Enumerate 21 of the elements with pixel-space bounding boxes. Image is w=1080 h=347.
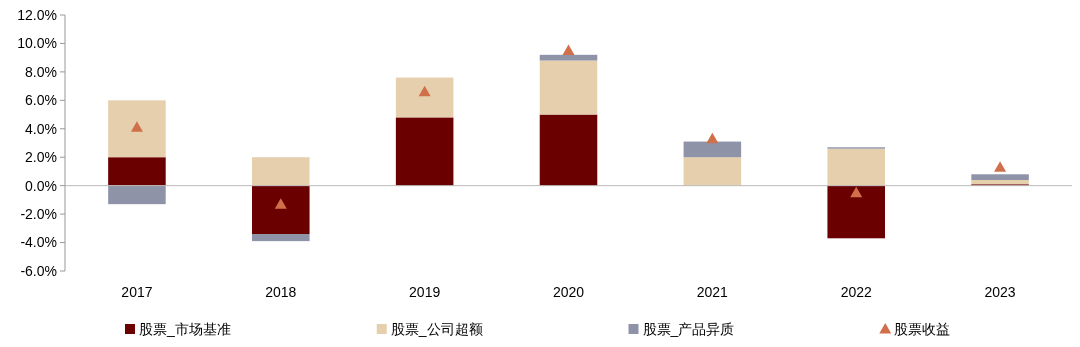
x-tick-label: 2021 (696, 284, 729, 300)
x-tick-label: 2018 (265, 284, 297, 300)
y-tick-label: 10.0% (17, 35, 57, 52)
y-tick-label: -4.0% (20, 234, 57, 251)
legend-label: 股票_产品异质 (642, 320, 735, 337)
y-tick-label: 0.0% (25, 177, 57, 194)
x-tick-label: 2023 (984, 284, 1016, 300)
x-tick-label: 2020 (552, 284, 585, 300)
x-tick-label: 2017 (121, 284, 153, 300)
x-tick-label: 2019 (409, 284, 441, 300)
y-tick-label: -6.0% (20, 262, 57, 279)
y-tick-label: -2.0% (20, 206, 57, 223)
y-tick-label: 4.0% (25, 120, 57, 137)
legend-label: 股票_市场基准 (139, 320, 231, 337)
x-tick-label: 2022 (840, 284, 872, 300)
y-tick-label: 12.0% (17, 6, 57, 23)
legend-label: 股票收益 (894, 320, 951, 337)
y-tick-label: 8.0% (25, 63, 57, 80)
y-tick-label: 2.0% (25, 149, 57, 166)
y-tick-label: 6.0% (25, 92, 57, 109)
legend-label: 股票_公司超额 (390, 320, 483, 337)
